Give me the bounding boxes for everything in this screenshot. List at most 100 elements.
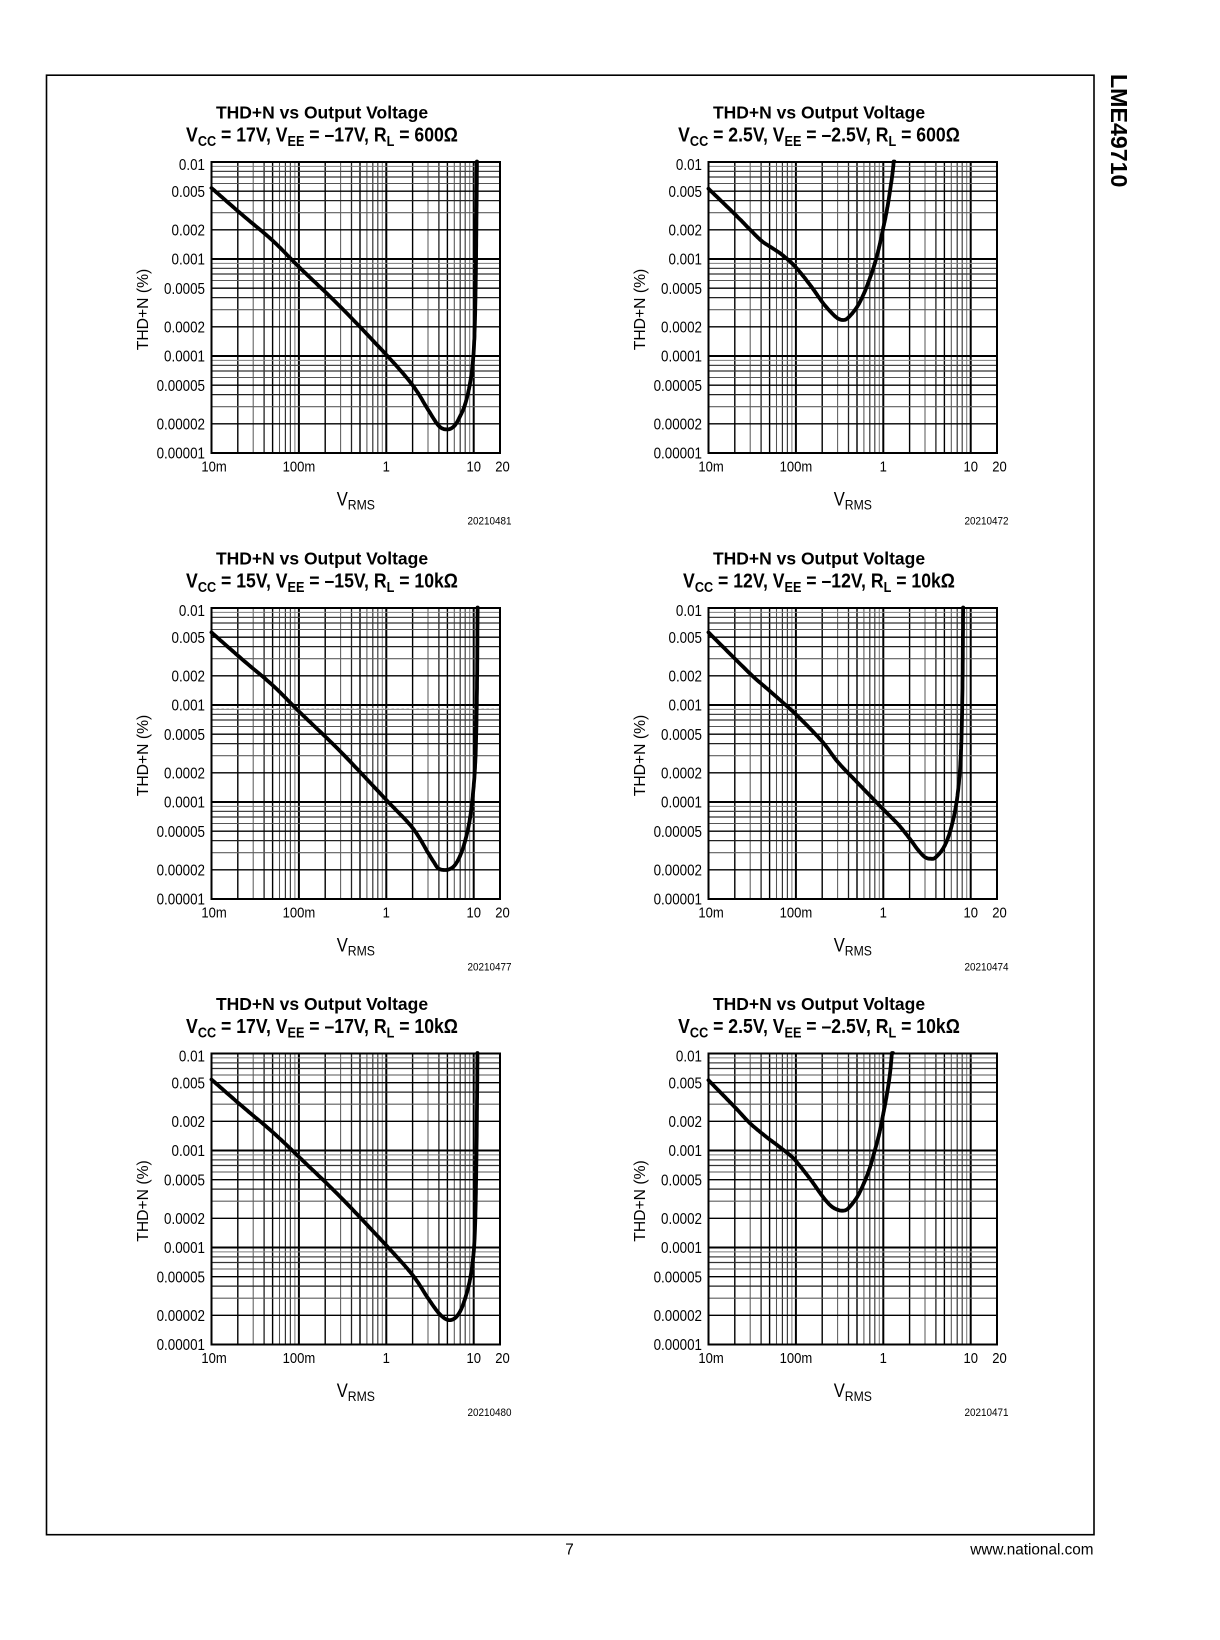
svg-text:0.00005: 0.00005 <box>654 1270 702 1287</box>
svg-text:100m: 100m <box>283 459 316 475</box>
svg-text:20: 20 <box>992 905 1007 921</box>
svg-text:20210472: 20210472 <box>964 516 1008 528</box>
svg-text:20: 20 <box>495 1350 510 1366</box>
svg-text:20210477: 20210477 <box>467 962 511 974</box>
svg-text:0.001: 0.001 <box>668 698 702 715</box>
svg-text:0.00002: 0.00002 <box>157 417 205 434</box>
svg-text:THD+N (%): THD+N (%) <box>135 269 152 351</box>
svg-text:0.002: 0.002 <box>171 669 205 686</box>
svg-text:THD+N (%): THD+N (%) <box>135 1160 152 1242</box>
svg-text:0.0001: 0.0001 <box>164 795 205 812</box>
svg-text:THD+N vs Output Voltage: THD+N vs Output Voltage <box>216 549 428 569</box>
svg-text:0.01: 0.01 <box>179 603 205 620</box>
svg-text:0.001: 0.001 <box>171 252 205 269</box>
svg-text:0.00002: 0.00002 <box>157 863 205 880</box>
svg-text:0.00005: 0.00005 <box>157 378 205 395</box>
svg-text:0.0005: 0.0005 <box>164 727 205 744</box>
svg-text:0.00005: 0.00005 <box>157 824 205 841</box>
svg-text:0.0002: 0.0002 <box>164 320 205 337</box>
svg-text:0.005: 0.005 <box>171 184 205 201</box>
svg-text:10: 10 <box>963 1350 978 1366</box>
svg-text:20210481: 20210481 <box>467 516 511 528</box>
svg-text:1: 1 <box>880 459 887 475</box>
svg-text:1: 1 <box>880 1350 887 1366</box>
svg-text:0.005: 0.005 <box>668 630 702 647</box>
svg-text:VCC = 2.5V, VEE = –2.5V, RL =: VCC = 2.5V, VEE = –2.5V, RL = 600Ω <box>678 124 960 149</box>
svg-text:0.002: 0.002 <box>171 223 205 240</box>
svg-text:LME49710: LME49710 <box>1106 74 1132 187</box>
svg-text:10: 10 <box>963 905 978 921</box>
svg-text:www.national.com: www.national.com <box>969 1542 1093 1559</box>
svg-text:VCC = 2.5V, VEE = –2.5V, RL =: VCC = 2.5V, VEE = –2.5V, RL = 10kΩ <box>678 1016 960 1041</box>
svg-text:10m: 10m <box>201 905 226 921</box>
svg-text:0.00001: 0.00001 <box>654 1337 702 1354</box>
svg-text:10m: 10m <box>698 459 723 475</box>
svg-text:0.00005: 0.00005 <box>157 1270 205 1287</box>
svg-text:0.001: 0.001 <box>171 1143 205 1160</box>
svg-text:0.0005: 0.0005 <box>661 281 702 298</box>
svg-text:10: 10 <box>466 1350 481 1366</box>
svg-text:10m: 10m <box>698 905 723 921</box>
svg-text:0.01: 0.01 <box>676 157 702 174</box>
svg-text:0.0001: 0.0001 <box>164 349 205 366</box>
svg-text:0.00002: 0.00002 <box>157 1308 205 1325</box>
svg-text:0.00002: 0.00002 <box>654 863 702 880</box>
svg-text:20: 20 <box>992 1350 1007 1366</box>
svg-text:THD+N (%): THD+N (%) <box>632 715 649 797</box>
svg-text:0.00005: 0.00005 <box>654 824 702 841</box>
svg-text:0.00005: 0.00005 <box>654 378 702 395</box>
svg-text:THD+N (%): THD+N (%) <box>632 1160 649 1242</box>
svg-text:100m: 100m <box>780 905 813 921</box>
svg-text:20: 20 <box>992 459 1007 475</box>
svg-text:0.005: 0.005 <box>668 184 702 201</box>
svg-text:0.005: 0.005 <box>171 630 205 647</box>
svg-text:0.0001: 0.0001 <box>164 1240 205 1257</box>
svg-text:0.002: 0.002 <box>668 1114 702 1131</box>
svg-text:10: 10 <box>466 905 481 921</box>
svg-text:1: 1 <box>383 1350 390 1366</box>
svg-text:1: 1 <box>383 459 390 475</box>
svg-text:VCC = 17V, VEE = –17V, RL = 60: VCC = 17V, VEE = –17V, RL = 600Ω <box>186 124 458 149</box>
svg-text:10: 10 <box>963 459 978 475</box>
svg-text:THD+N vs Output Voltage: THD+N vs Output Voltage <box>713 994 925 1014</box>
svg-text:10m: 10m <box>201 1350 226 1366</box>
svg-text:20: 20 <box>495 459 510 475</box>
svg-text:10: 10 <box>466 459 481 475</box>
svg-text:VCC = 15V, VEE = –15V, RL = 10: VCC = 15V, VEE = –15V, RL = 10kΩ <box>186 570 458 595</box>
svg-text:20210471: 20210471 <box>964 1408 1008 1420</box>
svg-text:1: 1 <box>383 905 390 921</box>
svg-text:0.01: 0.01 <box>179 1048 205 1065</box>
svg-text:0.00001: 0.00001 <box>157 446 205 463</box>
svg-text:0.002: 0.002 <box>668 669 702 686</box>
svg-text:7: 7 <box>565 1542 574 1559</box>
svg-text:0.0002: 0.0002 <box>661 1211 702 1228</box>
svg-text:100m: 100m <box>283 905 316 921</box>
svg-text:0.0002: 0.0002 <box>661 320 702 337</box>
svg-text:0.00001: 0.00001 <box>654 892 702 909</box>
svg-text:0.0005: 0.0005 <box>661 1173 702 1190</box>
svg-text:0.0005: 0.0005 <box>661 727 702 744</box>
svg-text:0.00002: 0.00002 <box>654 417 702 434</box>
svg-text:VCC = 12V, VEE = –12V, RL = 10: VCC = 12V, VEE = –12V, RL = 10kΩ <box>683 570 955 595</box>
svg-text:0.0002: 0.0002 <box>164 766 205 783</box>
svg-text:VCC = 17V, VEE = –17V, RL = 10: VCC = 17V, VEE = –17V, RL = 10kΩ <box>186 1016 458 1041</box>
svg-text:0.00001: 0.00001 <box>157 892 205 909</box>
svg-text:0.01: 0.01 <box>676 1048 702 1065</box>
svg-text:0.00001: 0.00001 <box>157 1337 205 1354</box>
svg-text:1: 1 <box>880 905 887 921</box>
svg-text:THD+N (%): THD+N (%) <box>632 269 649 351</box>
svg-text:THD+N vs Output Voltage: THD+N vs Output Voltage <box>216 994 428 1014</box>
svg-text:THD+N (%): THD+N (%) <box>135 715 152 797</box>
svg-text:0.0005: 0.0005 <box>164 1173 205 1190</box>
svg-text:THD+N vs Output Voltage: THD+N vs Output Voltage <box>713 549 925 569</box>
svg-text:0.01: 0.01 <box>676 603 702 620</box>
svg-text:0.0001: 0.0001 <box>661 1240 702 1257</box>
svg-text:20210474: 20210474 <box>964 962 1008 974</box>
svg-text:10m: 10m <box>201 459 226 475</box>
svg-text:100m: 100m <box>283 1350 316 1366</box>
svg-text:0.001: 0.001 <box>668 252 702 269</box>
svg-text:0.0001: 0.0001 <box>661 349 702 366</box>
svg-text:THD+N vs Output Voltage: THD+N vs Output Voltage <box>713 103 925 123</box>
svg-text:10m: 10m <box>698 1350 723 1366</box>
svg-text:100m: 100m <box>780 459 813 475</box>
